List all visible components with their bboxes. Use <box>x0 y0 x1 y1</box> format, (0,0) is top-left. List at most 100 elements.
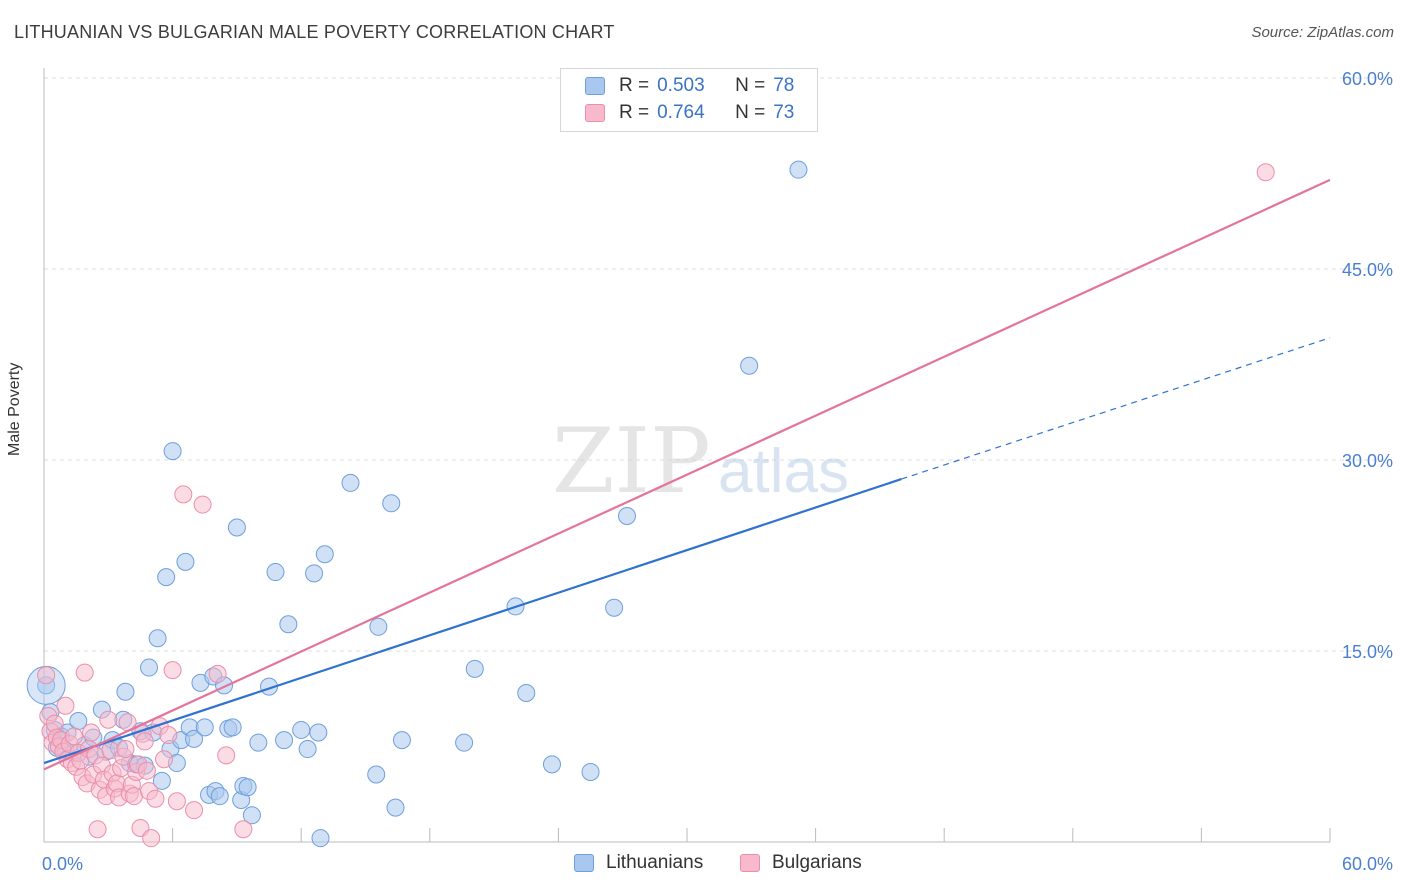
legend-row-bulgarians: R = 0.764 N = 73 <box>585 100 794 126</box>
data-point-lithuanians <box>386 798 405 817</box>
data-point-bulgarians <box>65 727 84 746</box>
bottom-legend-swatch-pink <box>740 854 760 872</box>
data-point-bulgarians <box>217 746 236 765</box>
data-point-bulgarians <box>135 732 154 751</box>
data-point-lithuanians <box>227 518 246 537</box>
data-point-lithuanians <box>305 564 324 583</box>
data-point-lithuanians <box>279 615 298 634</box>
data-point-bulgarians <box>142 829 161 848</box>
data-point-bulgarians <box>137 761 156 780</box>
data-point-lithuanians <box>341 473 360 492</box>
data-point-lithuanians <box>292 720 311 739</box>
data-point-bulgarians <box>99 710 118 729</box>
legend: R = 0.503 N = 78 R = 0.764 N = 73 <box>560 68 818 132</box>
data-point-lithuanians <box>542 755 561 774</box>
y-tick-label: 45.0% <box>1342 260 1393 280</box>
data-point-lithuanians <box>367 765 386 784</box>
legend-n-label: N = <box>735 75 766 96</box>
data-point-lithuanians <box>740 356 759 375</box>
data-point-lithuanians <box>238 778 257 797</box>
data-point-lithuanians <box>163 442 182 461</box>
data-point-lithuanians <box>392 731 411 750</box>
y-tick-label: 60.0% <box>1342 69 1393 89</box>
data-point-lithuanians <box>249 733 268 752</box>
data-point-lithuanians <box>266 563 285 582</box>
x-tick-label: 0.0% <box>42 854 83 874</box>
y-tick-label: 15.0% <box>1342 642 1393 662</box>
watermark: ZIP atlas <box>552 409 849 514</box>
data-point-bulgarians <box>159 726 178 745</box>
y-tick-label: 30.0% <box>1342 451 1393 471</box>
series-bulgarians <box>37 163 1275 848</box>
data-point-lithuanians <box>605 598 624 617</box>
data-point-bulgarians <box>155 750 174 769</box>
data-point-lithuanians <box>315 545 334 564</box>
data-point-bulgarians <box>75 663 94 682</box>
data-point-lithuanians <box>242 806 261 825</box>
data-point-bulgarians <box>174 485 193 504</box>
data-point-lithuanians <box>223 718 242 737</box>
data-point-lithuanians <box>617 507 636 526</box>
data-point-bulgarians <box>56 696 75 715</box>
data-point-bulgarians <box>37 666 56 685</box>
tick-labels: 15.0% 30.0% 45.0% 60.0% 0.0% 60.0% <box>42 69 1393 874</box>
bottom-legend: Lithuanians Bulgarians <box>0 852 1406 878</box>
data-point-lithuanians <box>157 568 176 587</box>
legend-swatch-blue <box>585 77 605 95</box>
x-tick-label: 60.0% <box>1342 854 1393 874</box>
data-point-bulgarians <box>82 723 101 742</box>
data-point-lithuanians <box>309 723 328 742</box>
legend-row-lithuanians: R = 0.503 N = 78 <box>585 73 794 99</box>
data-point-bulgarians <box>125 787 144 806</box>
legend-r-value: 0.503 <box>657 75 705 96</box>
legend-n-value: 78 <box>773 75 795 96</box>
data-point-bulgarians <box>193 495 212 514</box>
data-point-lithuanians <box>311 829 330 848</box>
chart-title: LITHUANIAN VS BULGARIAN MALE POVERTY COR… <box>14 22 615 42</box>
data-point-lithuanians <box>517 684 536 703</box>
data-point-bulgarians <box>234 820 253 839</box>
bottom-legend-label: Lithuanians <box>606 852 704 873</box>
data-point-lithuanians <box>185 729 204 748</box>
bottom-legend-swatch-blue <box>574 854 594 872</box>
data-point-bulgarians <box>1256 163 1275 182</box>
data-point-lithuanians <box>148 629 167 648</box>
data-point-bulgarians <box>167 792 186 811</box>
legend-r-label: R = <box>619 102 650 123</box>
trend-line-lithuanians <box>43 478 902 765</box>
legend-swatch-pink <box>585 104 605 122</box>
data-point-lithuanians <box>195 718 214 737</box>
data-point-lithuanians <box>152 771 171 790</box>
data-point-bulgarians <box>146 789 165 808</box>
legend-n-label: N = <box>735 102 766 123</box>
data-point-lithuanians <box>116 682 135 701</box>
data-point-lithuanians <box>455 733 474 752</box>
data-point-lithuanians <box>210 787 229 806</box>
data-point-bulgarians <box>163 661 182 680</box>
bottom-legend-lithuanians[interactable]: Lithuanians <box>574 852 703 874</box>
data-point-lithuanians <box>789 160 808 179</box>
data-point-lithuanians <box>369 617 388 636</box>
trend-lines <box>43 178 1331 771</box>
legend-r-label: R = <box>619 75 650 96</box>
data-point-bulgarians <box>116 740 135 759</box>
data-point-lithuanians <box>298 740 317 759</box>
bottom-legend-bulgarians[interactable]: Bulgarians <box>740 852 862 874</box>
legend-r-value: 0.764 <box>657 102 705 123</box>
data-point-bulgarians <box>208 664 227 683</box>
bottom-legend-label: Bulgarians <box>772 852 862 873</box>
data-point-lithuanians <box>275 731 294 750</box>
data-point-lithuanians <box>581 762 600 781</box>
data-point-lithuanians <box>382 494 401 513</box>
data-point-bulgarians <box>185 801 204 820</box>
data-point-lithuanians <box>176 552 195 571</box>
source-label: Source: ZipAtlas.com <box>1251 24 1394 41</box>
trend-line-bulgarians <box>43 178 1331 771</box>
watermark-zip: ZIP <box>552 409 711 514</box>
watermark-atlas: atlas <box>718 437 849 506</box>
trend-line-lithuanians-extension <box>901 337 1331 480</box>
gridlines <box>44 77 1392 652</box>
data-point-bulgarians <box>88 820 107 839</box>
data-point-lithuanians <box>140 658 159 677</box>
